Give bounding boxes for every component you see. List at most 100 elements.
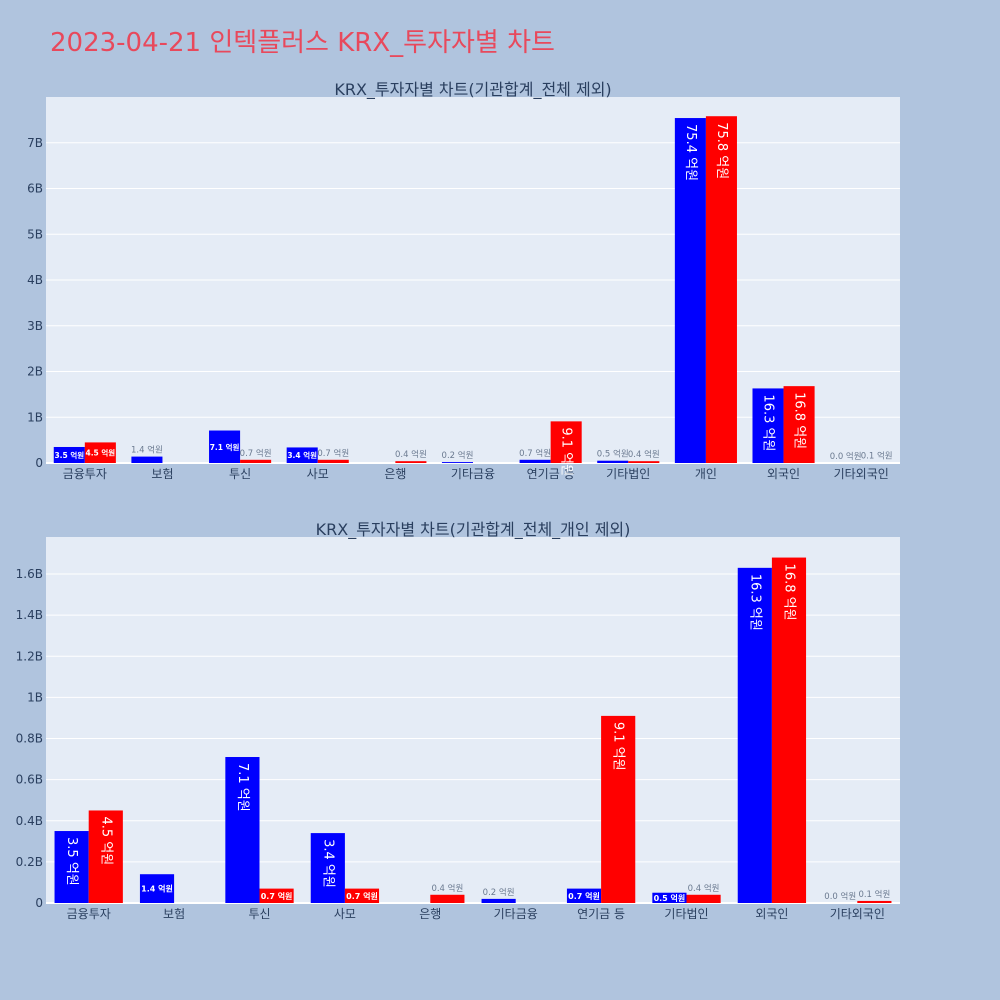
bar	[310, 833, 345, 903]
x-tick-label: 투신	[229, 467, 251, 481]
bar-data-label: 0.1 억원	[861, 451, 893, 462]
bar	[131, 456, 163, 463]
bar-data-label: 3.5 억원	[64, 837, 79, 886]
x-tick-label: 기타금융	[451, 467, 495, 481]
bar	[597, 460, 629, 463]
bar	[441, 462, 473, 463]
y-tick-label: 1.6B	[16, 567, 43, 581]
page-title: 2023-04-21 인텍플러스 KRX_투자자별 차트	[50, 28, 555, 58]
bar-data-label: 9.1 억원	[559, 427, 574, 476]
x-tick-label: 외국인	[767, 467, 800, 481]
y-tick-label: 1.4B	[16, 608, 43, 622]
bar	[259, 888, 294, 903]
y-tick-label: 3B	[27, 319, 43, 333]
x-tick-label: 사모	[334, 907, 356, 921]
bar	[481, 898, 516, 903]
bar	[705, 116, 737, 463]
y-tick-label: 0.6B	[16, 773, 43, 787]
bar-data-label: 75.8 억원	[714, 122, 729, 179]
bar-data-label: 16.3 억원	[761, 394, 776, 451]
bar-data-label: 7.1 억원	[210, 442, 240, 452]
bar	[225, 757, 260, 903]
y-tick-label: 1.2B	[16, 649, 43, 663]
bar-data-label: 0.5 억원	[597, 449, 629, 460]
bar-data-label: 0.2 억원	[483, 887, 515, 898]
bar	[601, 715, 636, 903]
bar-data-label: 9.1 억원	[611, 722, 626, 771]
bar	[686, 894, 721, 903]
bar	[139, 874, 175, 903]
y-tick-label: 0	[35, 896, 43, 910]
bar	[674, 118, 706, 464]
y-tick-label: 6B	[27, 182, 43, 196]
y-tick-label: 1B	[27, 690, 43, 704]
bar-data-label: 4.5 억원	[98, 816, 113, 865]
bar	[53, 446, 85, 463]
x-tick-label: 사모	[307, 467, 329, 481]
y-tick-label: 4B	[27, 273, 43, 287]
bar-data-label: 0.4 억원	[628, 449, 660, 460]
bar	[771, 557, 807, 903]
bar-data-label: 0.7 억원	[568, 891, 600, 901]
bar-data-label: 3.5 억원	[54, 450, 84, 460]
x-tick-label: 은행	[419, 906, 441, 921]
bar	[737, 567, 772, 903]
bar	[54, 831, 89, 903]
bar-data-label: 0.7 억원	[261, 891, 293, 901]
bar-data-label: 7.1 억원	[235, 763, 250, 812]
x-tick-label: 보험	[163, 907, 185, 921]
y-tick-label: 5B	[27, 227, 43, 241]
x-tick-label: 기타외국인	[834, 467, 889, 481]
bar-data-label: 0.7 억원	[240, 448, 272, 459]
x-tick-label: 개인	[695, 467, 717, 481]
bar-data-label: 0.7 억원	[346, 891, 378, 901]
bar	[550, 421, 582, 463]
bar-data-label: 1.4 억원	[141, 884, 173, 894]
bar	[752, 388, 784, 463]
y-tick-label: 0.2B	[16, 855, 43, 869]
y-tick-label: 2B	[27, 365, 43, 379]
chart-bottom: KRX_투자자별 차트(기관합계_전체_개인 제외) 0 0.2B 0.4B 0.6B 0…	[16, 520, 900, 921]
x-tick-label: 외국인	[755, 907, 788, 921]
x-tick-label: 금융투자	[67, 907, 111, 921]
bar	[652, 892, 687, 903]
bar	[857, 900, 892, 903]
y-tick-label: 0.8B	[16, 732, 43, 746]
x-tick-label: 기타외국인	[830, 907, 885, 921]
bar-data-label: 3.4 억원	[320, 839, 335, 888]
bar	[88, 810, 123, 903]
x-tick-label: 기타법인	[606, 467, 650, 481]
x-tick-label: 금융투자	[63, 467, 107, 481]
bar-data-label: 3.4 억원	[287, 450, 317, 460]
bar-data-label: 1.4 억원	[131, 445, 163, 456]
bar-data-label: 75.4 억원	[683, 124, 698, 181]
bar	[783, 386, 815, 463]
bar-data-label: 16.8 억원	[792, 392, 807, 449]
bar	[344, 888, 380, 903]
x-tick-label: 기타법인	[664, 907, 708, 921]
chart-title: KRX_투자자별 차트(기관합계_전체_개인 제외)	[316, 520, 631, 540]
x-tick-label: 기타금융	[494, 907, 538, 921]
bar	[286, 447, 318, 463]
bar-data-label: 16.8 억원	[781, 564, 796, 621]
x-tick-label: 보험	[151, 467, 173, 481]
bar-data-label: 0.0 억원	[830, 451, 862, 462]
bar-data-label: 0.5 억원	[654, 893, 686, 903]
bar	[317, 459, 349, 463]
bar-data-label: 0.4 억원	[431, 883, 463, 894]
bar	[84, 442, 116, 463]
bar	[395, 461, 427, 463]
x-tick-label: 은행	[384, 466, 406, 481]
x-tick-label: 투신	[248, 907, 270, 921]
bar-data-label: 0.7 억원	[317, 448, 349, 459]
bar-data-label: 0.4 억원	[395, 449, 427, 460]
bar-data-label: 0.4 억원	[688, 883, 720, 894]
y-tick-label: 7B	[27, 136, 43, 150]
bar	[240, 459, 272, 463]
bar-data-label: 0.2 억원	[442, 450, 474, 461]
bar	[628, 461, 660, 463]
x-tick-label: 연기금 등	[527, 467, 575, 481]
bar-data-label: 16.3 억원	[747, 574, 762, 631]
bar-data-label: 0.1 억원	[858, 889, 890, 900]
chart-title: KRX_투자자별 차트(기관합계_전체 제외)	[334, 80, 611, 100]
